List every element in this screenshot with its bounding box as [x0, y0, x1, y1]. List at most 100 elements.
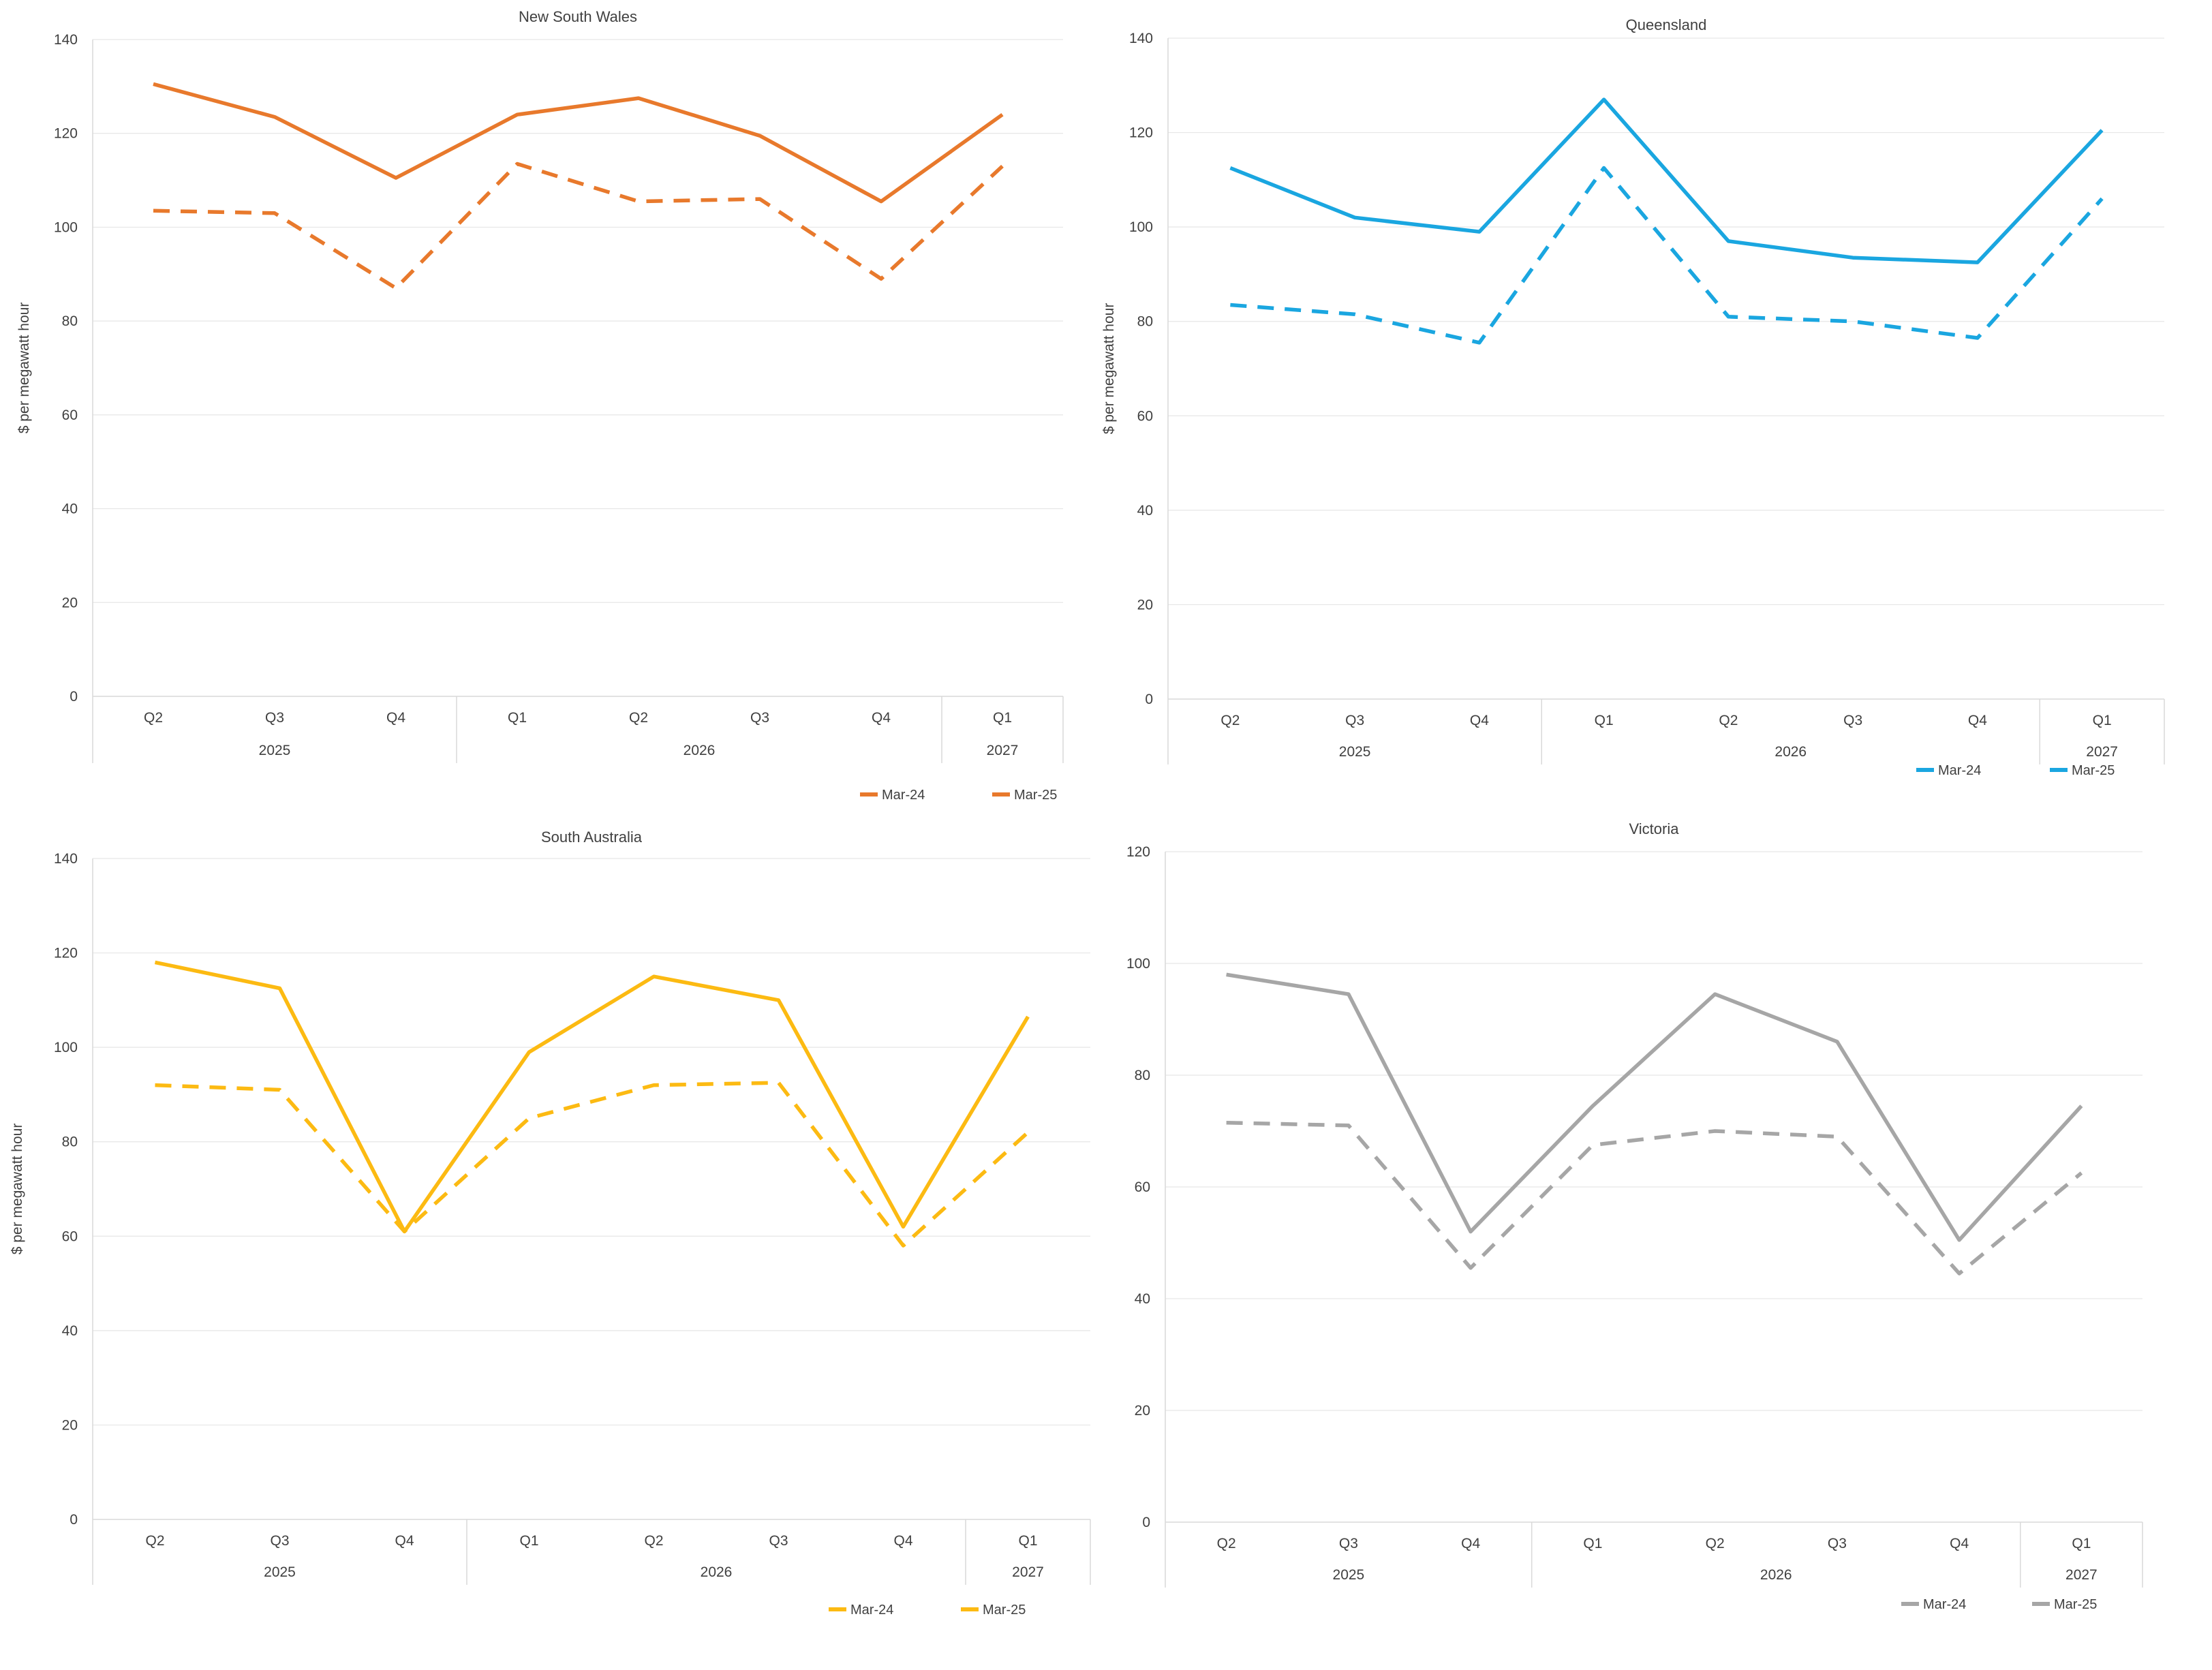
new-south-wales-group-label-2025: 2025: [259, 743, 291, 758]
queensland-group-label-2027: 2027: [2086, 744, 2118, 760]
queensland-xtick-label: Q3: [1345, 713, 1364, 728]
south-australia-ytick-label: 40: [62, 1323, 78, 1339]
queensland-ylabel: $ per megawatt hour: [1101, 303, 1117, 435]
queensland-ytick-label: 60: [1137, 408, 1153, 424]
south-australia-ytick-label: 60: [62, 1228, 78, 1244]
south-australia-xtick-label: Q3: [270, 1533, 289, 1549]
victoria-xtick-label: Q1: [1583, 1536, 1602, 1551]
south-australia-xtick-label: Q2: [644, 1533, 663, 1549]
south-australia-title: South Australia: [541, 829, 643, 846]
queensland-series-mar-24-line: [1230, 166, 2104, 345]
victoria-group-label-2025: 2025: [1333, 1567, 1365, 1583]
victoria-ytick-label: 40: [1135, 1291, 1150, 1307]
queensland-xtick-label: Q1: [2093, 713, 2112, 728]
victoria-series-mar-24-line: [1226, 1120, 2083, 1275]
queensland-legend-label-mar-24: Mar-24: [1938, 763, 1981, 778]
south-australia-ytick-label: 0: [70, 1512, 78, 1528]
victoria-series-mar-25-line: [1226, 972, 2083, 1242]
chart-panel-new-south-wales: New South Wales 0 20 40 60 80 100 120 140 Q2 Q3 Q4 Q…: [0, 0, 1097, 818]
south-australia-ytick-label: 20: [62, 1417, 78, 1433]
new-south-wales-xtick-label: Q2: [144, 710, 163, 726]
queensland-ytick-label: 80: [1137, 314, 1153, 330]
new-south-wales-xtick-label: Q3: [265, 710, 284, 726]
south-australia-ytick-label: 80: [62, 1134, 78, 1150]
new-south-wales-ytick-label: 20: [62, 595, 78, 610]
new-south-wales-ytick-label: 40: [62, 501, 78, 517]
queensland-ytick-label: 100: [1129, 219, 1153, 235]
victoria-xtick-label: Q1: [2072, 1536, 2091, 1551]
victoria-xtick-label: Q3: [1828, 1536, 1847, 1551]
victoria-xtick-label: Q4: [1461, 1536, 1480, 1551]
queensland-xtick-label: Q4: [1968, 713, 1987, 728]
new-south-wales-xtick-label: Q1: [508, 710, 527, 726]
victoria-ytick-label: 0: [1142, 1515, 1150, 1530]
new-south-wales-legend-label-mar-25: Mar-25: [1014, 788, 1057, 803]
victoria-ytick-label: 20: [1135, 1403, 1150, 1419]
queensland-group-label-2026: 2026: [1775, 744, 1807, 760]
queensland-ytick-label: 140: [1129, 31, 1153, 46]
queensland-xtick-label: Q2: [1220, 713, 1240, 728]
victoria-ytick-label: 120: [1126, 844, 1150, 860]
chart-panel-victoria: Victoria 0 20 40 60 80 100 120 Q2 Q3 Q4 Q1 Q2 Q3 Q4 Q1 2…: [1090, 818, 2212, 1667]
new-south-wales-title: New South Wales: [519, 8, 637, 25]
queensland-ytick-label: 40: [1137, 503, 1153, 519]
new-south-wales-legend-label-mar-24: Mar-24: [882, 788, 925, 803]
new-south-wales-xtick-label: Q2: [629, 710, 648, 726]
victoria-xtick-label: Q2: [1217, 1536, 1236, 1551]
new-south-wales-group-label-2026: 2026: [683, 743, 716, 758]
queensland-ytick-label: 20: [1137, 597, 1153, 613]
new-south-wales-series-mar-25-line: [153, 82, 1004, 204]
south-australia-xtick-label: Q4: [395, 1533, 414, 1549]
victoria-legend-label-mar-24: Mar-24: [1923, 1597, 1966, 1612]
chart-svg-south-australia: South Australia 0 20 40 60 80 100 120 140 Q2 Q3 Q4 Q…: [10, 829, 1091, 1618]
south-australia-xtick-label: Q1: [1018, 1533, 1037, 1549]
queensland-title: Queensland: [1626, 16, 1707, 33]
victoria-group-label-2027: 2027: [2065, 1567, 2098, 1583]
south-australia-group-label-2026: 2026: [701, 1564, 733, 1580]
victoria-xtick-label: Q3: [1339, 1536, 1358, 1551]
new-south-wales-ytick-label: 140: [54, 32, 78, 48]
queensland-xtick-label: Q1: [1595, 713, 1614, 728]
chart-svg-new-south-wales: New South Wales 0 20 40 60 80 100 120 140 Q2 Q3 Q4 Q…: [16, 8, 1064, 803]
new-south-wales-ytick-label: 60: [62, 407, 78, 423]
chart-panel-queensland: Queensland 0 20 40 60 80 100 120 140 Q2 Q3 Q4 Q1 Q2 Q3…: [1090, 0, 2212, 818]
new-south-wales-ylabel: $ per megawatt hour: [16, 303, 32, 434]
queensland-xtick-label: Q4: [1470, 713, 1489, 728]
queensland-xtick-label: Q2: [1719, 713, 1738, 728]
new-south-wales-ytick-label: 100: [54, 219, 78, 235]
new-south-wales-ytick-label: 0: [70, 689, 78, 705]
south-australia-ytick-label: 120: [54, 946, 78, 961]
new-south-wales-xtick-label: Q4: [386, 710, 405, 726]
chart-svg-victoria: Victoria 0 20 40 60 80 100 120 Q2 Q3 Q4 Q1 Q2 Q3 Q4 Q1 2…: [1126, 820, 2143, 1612]
south-australia-legend-label-mar-25: Mar-25: [983, 1603, 1026, 1618]
south-australia-ylabel: $ per megawatt hour: [10, 1124, 25, 1255]
new-south-wales-ytick-label: 80: [62, 313, 78, 329]
new-south-wales-xtick-label: Q4: [872, 710, 891, 726]
victoria-ytick-label: 80: [1135, 1068, 1150, 1083]
south-australia-xtick-label: Q2: [145, 1533, 164, 1549]
chart-panel-south-australia: South Australia 0 20 40 60 80 100 120 140 Q2 Q3 Q4 Q…: [0, 818, 1097, 1667]
victoria-title: Victoria: [1629, 820, 1680, 837]
south-australia-xtick-label: Q3: [769, 1533, 788, 1549]
new-south-wales-xtick-label: Q1: [993, 710, 1012, 726]
queensland-xtick-label: Q3: [1843, 713, 1862, 728]
new-south-wales-xtick-label: Q3: [750, 710, 769, 726]
new-south-wales-ytick-label: 120: [54, 126, 78, 142]
south-australia-xtick-label: Q4: [893, 1533, 912, 1549]
south-australia-group-label-2027: 2027: [1012, 1564, 1044, 1580]
south-australia-xtick-label: Q1: [519, 1533, 538, 1549]
south-australia-ytick-label: 100: [54, 1040, 78, 1055]
new-south-wales-group-label-2027: 2027: [987, 743, 1019, 758]
queensland-series-mar-25-line: [1229, 97, 2104, 264]
queensland-ytick-label: 120: [1129, 125, 1153, 141]
south-australia-series-mar-24-line: [155, 1081, 1030, 1248]
south-australia-series-mar-25-line: [154, 960, 1030, 1234]
victoria-xtick-label: Q2: [1706, 1536, 1725, 1551]
victoria-xtick-label: Q4: [1950, 1536, 1969, 1551]
victoria-ytick-label: 60: [1135, 1179, 1150, 1195]
victoria-ytick-label: 100: [1126, 956, 1150, 972]
queensland-group-label-2025: 2025: [1339, 744, 1371, 760]
queensland-legend-label-mar-25: Mar-25: [2072, 763, 2115, 778]
south-australia-legend-label-mar-24: Mar-24: [850, 1603, 893, 1618]
chart-svg-queensland: Queensland 0 20 40 60 80 100 120 140 Q2 Q3 Q4 Q1 Q2 Q3…: [1101, 16, 2165, 778]
